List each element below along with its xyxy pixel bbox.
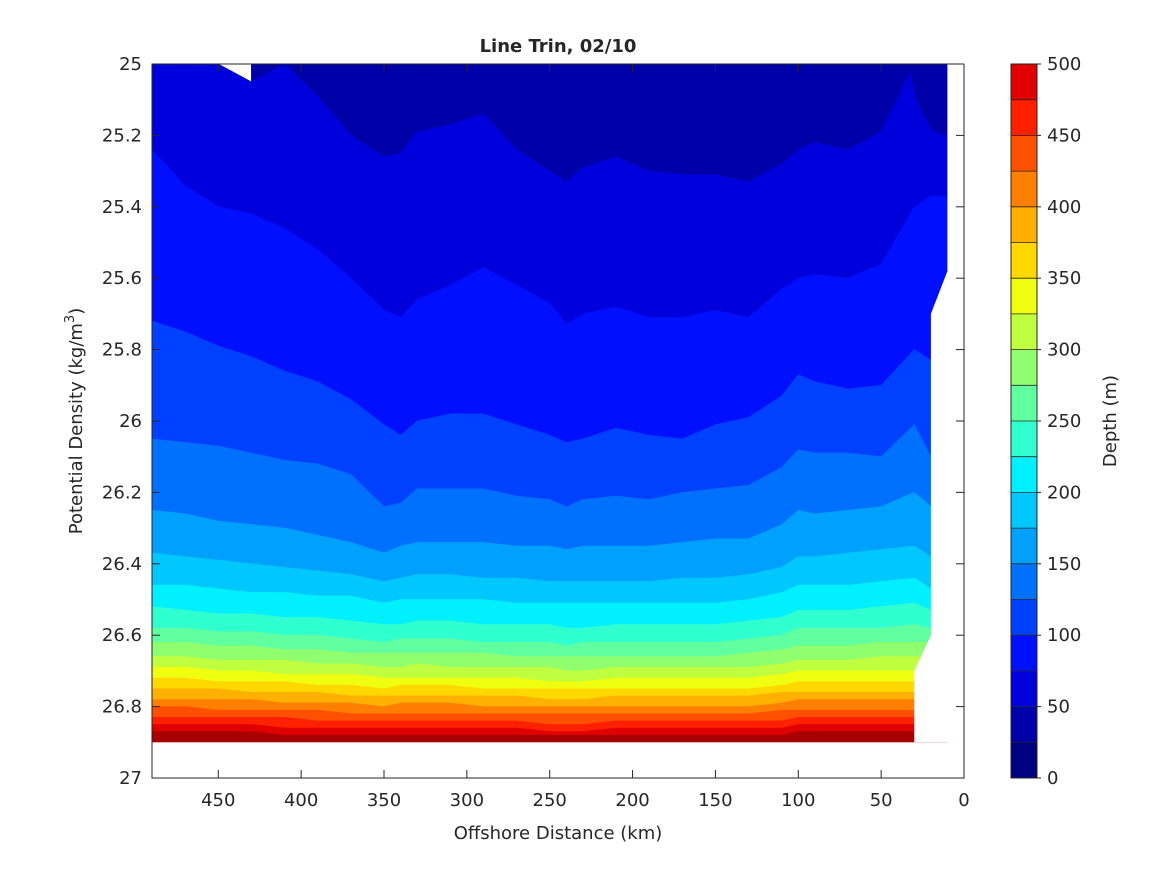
y-tick-label: 25.6 bbox=[102, 268, 142, 289]
colorbar-segment bbox=[1011, 456, 1037, 493]
contour-band-min bbox=[909, 64, 948, 136]
colorbar-segment bbox=[1011, 135, 1037, 172]
colorbar: 0 50 100 150 200 250 300 350 400 450 500 bbox=[1010, 54, 1081, 789]
y-axis-ticks: 25 25.2 25.4 25.6 25.8 26 26.2 26.4 26.6 26.8 27 bbox=[102, 54, 964, 789]
colorbar-tick-label: 400 bbox=[1047, 197, 1081, 218]
y-tick-label: 26 bbox=[119, 411, 142, 432]
x-axis-ticks: 450 400 350 300 250 200 150 100 50 0 bbox=[201, 64, 970, 811]
x-tick-label: 450 bbox=[201, 790, 235, 811]
y-axis-label-text: Potential Density (kg/m bbox=[66, 323, 87, 534]
chart-title: Line Trin, 02/10 bbox=[480, 36, 637, 57]
x-tick-label: 150 bbox=[698, 790, 732, 811]
contour-fills bbox=[152, 64, 948, 743]
x-tick-label: 200 bbox=[615, 790, 649, 811]
colorbar-label: Depth (m) bbox=[1100, 375, 1121, 467]
colorbar-segment bbox=[1011, 278, 1037, 315]
no-data-region bbox=[152, 64, 964, 778]
colorbar-tick-label: 50 bbox=[1047, 697, 1070, 718]
colorbar-segment bbox=[1011, 706, 1037, 743]
colorbar-segment bbox=[1011, 385, 1037, 422]
colorbar-segment bbox=[1011, 64, 1037, 101]
bottom-mask bbox=[152, 742, 964, 778]
colorbar-segment bbox=[1011, 599, 1037, 636]
colorbar-tick-label: 500 bbox=[1047, 54, 1081, 75]
y-tick-label: 26.2 bbox=[102, 482, 142, 503]
colorbar-tick-label: 0 bbox=[1047, 768, 1058, 789]
colorbar-segment bbox=[1011, 349, 1037, 386]
y-axis-label-superscript: 3 bbox=[63, 315, 78, 323]
x-tick-label: 50 bbox=[870, 790, 893, 811]
x-tick-label: 100 bbox=[781, 790, 815, 811]
colorbar-segment bbox=[1011, 421, 1037, 458]
colorbar-segment bbox=[1011, 313, 1037, 351]
colorbar-segment bbox=[1011, 206, 1037, 243]
y-tick-label: 25 bbox=[119, 54, 142, 75]
y-axis-label-close: ) bbox=[66, 308, 87, 315]
colorbar-tick-label: 250 bbox=[1047, 411, 1081, 432]
colorbar-segment bbox=[1011, 563, 1037, 600]
colorbar-segment bbox=[1011, 492, 1037, 529]
x-tick-label: 300 bbox=[450, 790, 484, 811]
y-tick-label: 27 bbox=[119, 768, 142, 789]
y-tick-label: 25.2 bbox=[102, 125, 142, 146]
colorbar-tick-label: 450 bbox=[1047, 125, 1081, 146]
colorbar-segment bbox=[1011, 99, 1037, 136]
colorbar-segment bbox=[1011, 742, 1037, 779]
y-axis-label: Potential Density (kg/m3) bbox=[63, 308, 87, 535]
colorbar-segment bbox=[1011, 670, 1037, 708]
x-tick-label: 250 bbox=[533, 790, 567, 811]
y-tick-label: 26.8 bbox=[102, 697, 142, 718]
colorbar-tick-label: 200 bbox=[1047, 482, 1081, 503]
colorbar-segment bbox=[1011, 528, 1037, 565]
coast-mask bbox=[914, 64, 964, 743]
x-tick-label: 0 bbox=[958, 790, 969, 811]
colorbar-tick-label: 150 bbox=[1047, 554, 1081, 575]
x-axis-label: Offshore Distance (km) bbox=[454, 823, 663, 844]
colorbar-segment bbox=[1011, 635, 1037, 672]
y-tick-label: 25.4 bbox=[102, 197, 142, 218]
x-tick-label: 400 bbox=[284, 790, 318, 811]
colorbar-segment bbox=[1011, 242, 1037, 279]
colorbar-tick-label: 350 bbox=[1047, 268, 1081, 289]
colorbar-tick-label: 300 bbox=[1047, 340, 1081, 361]
y-tick-label: 25.8 bbox=[102, 340, 142, 361]
x-tick-label: 350 bbox=[367, 790, 401, 811]
y-tick-label: 26.4 bbox=[102, 554, 142, 575]
colorbar-segment bbox=[1011, 171, 1037, 208]
colorbar-tick-label: 100 bbox=[1047, 625, 1081, 646]
y-tick-label: 26.6 bbox=[102, 625, 142, 646]
